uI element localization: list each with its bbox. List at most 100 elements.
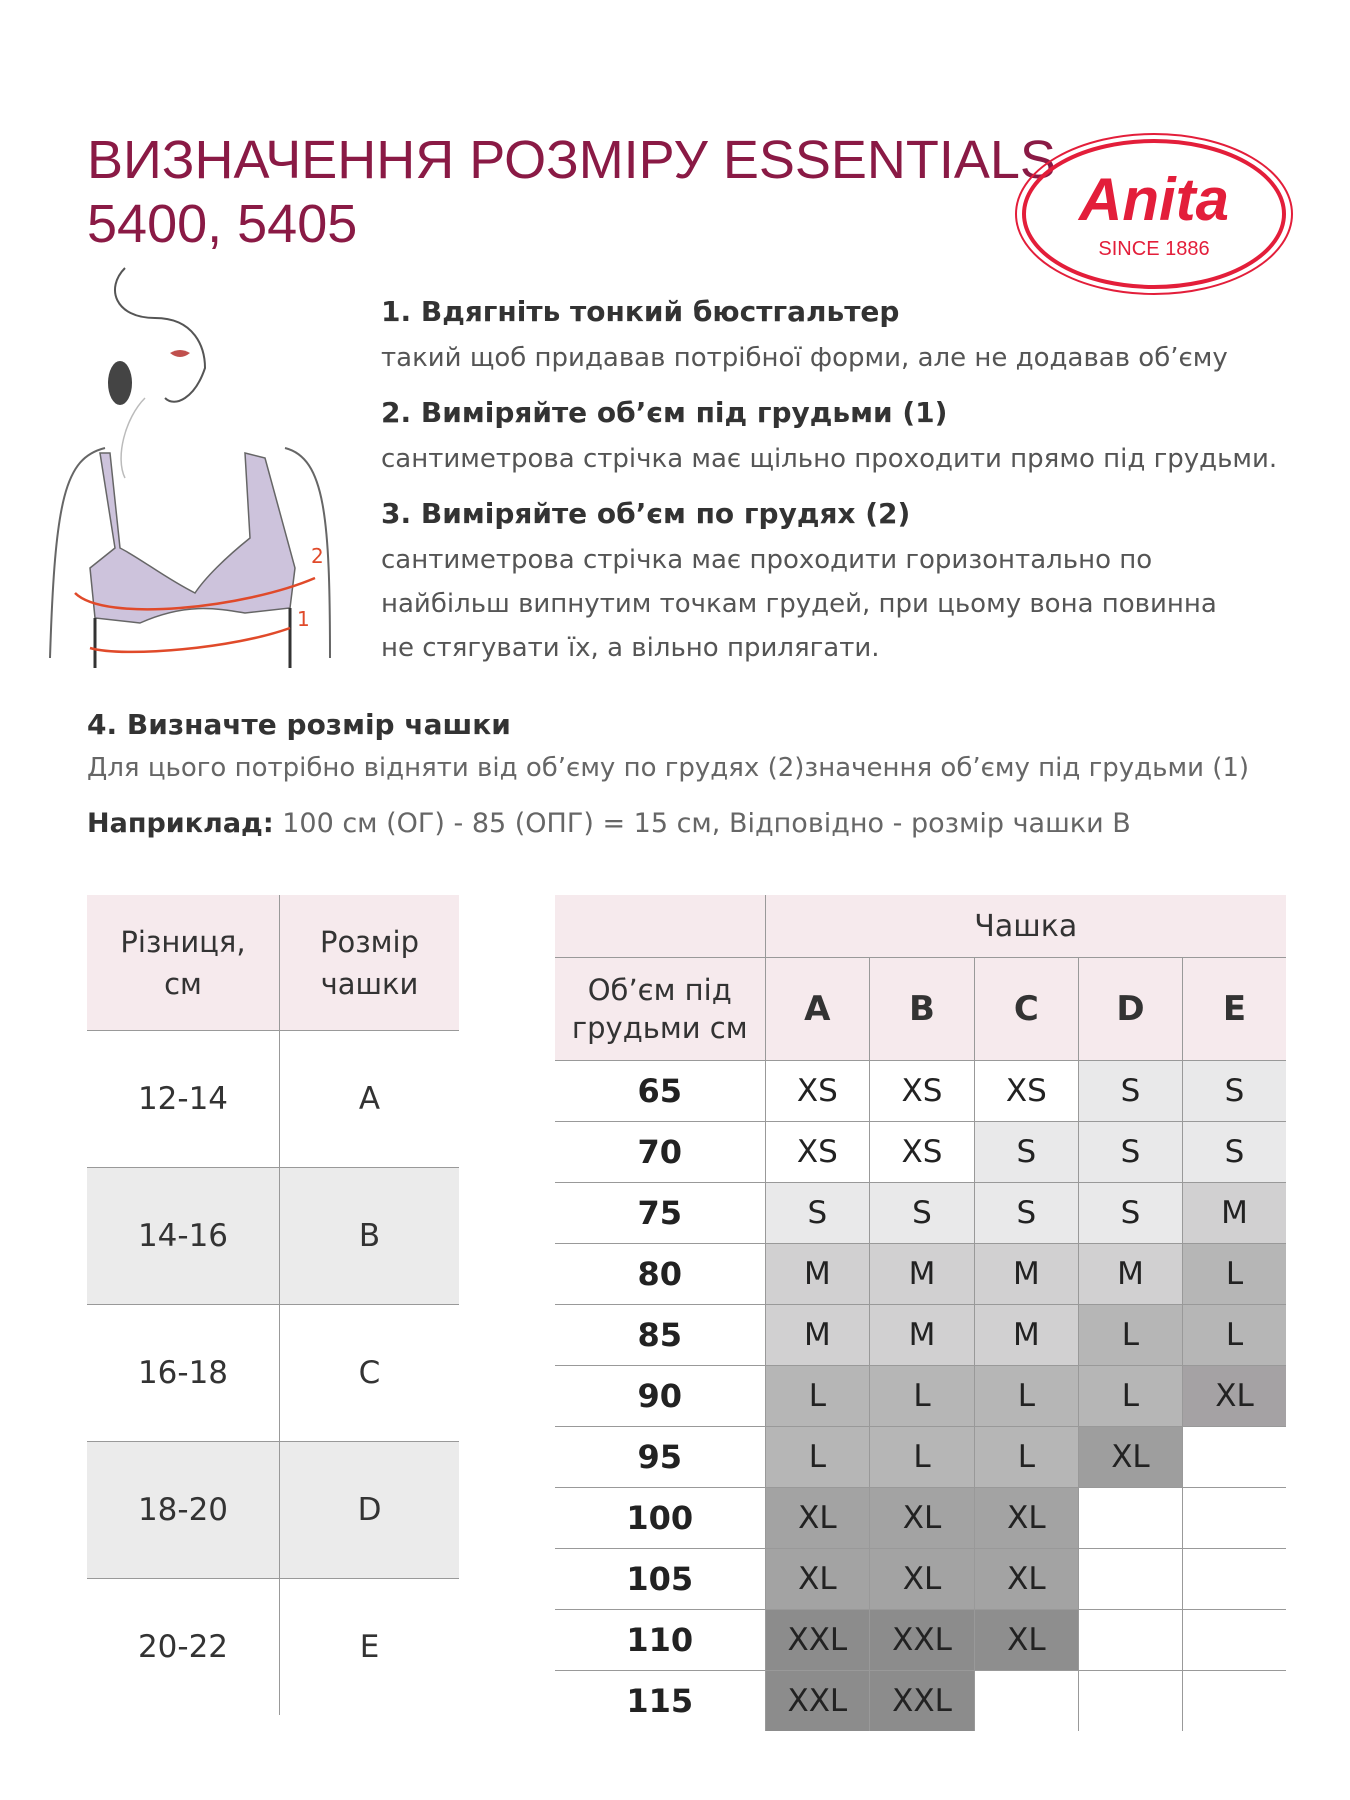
example-text: 100 см (ОГ) - 85 (ОПГ) = 15 см, Відповід…: [273, 808, 1131, 839]
size-cell: M: [1181, 1182, 1286, 1244]
size-cell: L: [764, 1426, 870, 1488]
size-cell: [1181, 1487, 1286, 1549]
cup-header-b: B: [869, 957, 975, 1061]
band-cell: 85: [555, 1304, 765, 1366]
table-row: 80 M M M M L: [555, 1243, 1286, 1305]
table-row: 95 L L L XL: [555, 1426, 1286, 1488]
step-2-body: сантиметрова стрічка має щільно проходит…: [381, 444, 1278, 474]
size-cell: XL: [869, 1548, 975, 1610]
step-3-heading: 3. Виміряйте об’єм по грудях (2): [381, 497, 911, 530]
size-cell: XS: [869, 1121, 975, 1183]
cup-header-e: E: [1181, 957, 1286, 1061]
table-row: 90 L L L L XL: [555, 1365, 1286, 1427]
size-cell: S: [869, 1182, 975, 1244]
label-2: 2: [311, 544, 324, 568]
size-cell: L: [869, 1426, 975, 1488]
size-cell: XL: [973, 1609, 1079, 1671]
size-cell: L: [869, 1365, 975, 1427]
size-cell: S: [1077, 1121, 1183, 1183]
size-cell: S: [973, 1182, 1079, 1244]
example-label: Наприклад:: [87, 808, 274, 839]
size-cell: M: [764, 1304, 870, 1366]
size-cell: M: [869, 1243, 975, 1305]
cup-size-cell: C: [279, 1304, 459, 1442]
header-difference: Різниця, см: [87, 895, 280, 1031]
cup-header-d: D: [1077, 957, 1183, 1061]
cup-size-cell: D: [279, 1441, 459, 1579]
difference-cell: 18-20: [87, 1441, 280, 1579]
size-cell: [1181, 1670, 1286, 1731]
size-cell: S: [1181, 1060, 1286, 1122]
size-cell: XL: [869, 1487, 975, 1549]
size-cell: [1077, 1548, 1183, 1610]
step-3-body: сантиметрова стрічка має проходити гориз…: [381, 538, 1217, 670]
size-cell: XL: [973, 1548, 1079, 1610]
step-3-line: не стягувати їх, а вільно прилягати.: [381, 633, 880, 663]
band-cell: 80: [555, 1243, 765, 1305]
band-cell: 95: [555, 1426, 765, 1488]
difference-cell: 12-14: [87, 1030, 280, 1168]
size-cell: XXL: [764, 1670, 870, 1731]
size-cell: [1077, 1609, 1183, 1671]
cup-header-c: C: [973, 957, 1079, 1061]
size-cell: XXL: [869, 1609, 975, 1671]
size-cell: XS: [764, 1060, 870, 1122]
size-cell: XS: [973, 1060, 1079, 1122]
size-cell: S: [973, 1121, 1079, 1183]
size-cell: [1077, 1670, 1183, 1731]
table-row: 18-20 D: [87, 1441, 459, 1579]
step-2-heading: 2. Виміряйте об’єм під грудьми (1): [381, 396, 948, 429]
size-cell: L: [1181, 1304, 1286, 1366]
size-cell: M: [973, 1243, 1079, 1305]
cup-header-a: A: [764, 957, 870, 1061]
title-line-2: 5400, 5405: [87, 194, 358, 254]
difference-cell: 14-16: [87, 1167, 280, 1305]
header-cup-size: Розмір чашки: [279, 895, 459, 1031]
size-cell: L: [764, 1365, 870, 1427]
difference-cell: 16-18: [87, 1304, 280, 1442]
table-row: 16-18 C: [87, 1304, 459, 1442]
example: Наприклад: 100 см (ОГ) - 85 (ОПГ) = 15 с…: [87, 808, 1131, 839]
size-cell: L: [1181, 1243, 1286, 1305]
table-row: 75 S S S S M: [555, 1182, 1286, 1244]
size-cell: S: [1181, 1121, 1286, 1183]
size-table: Чашка Об’єм під грудьми см A B C D E 65 XS XS XS…: [555, 895, 1286, 1731]
corner-cell: [555, 895, 765, 958]
size-cell: M: [973, 1304, 1079, 1366]
band-cell: 75: [555, 1182, 765, 1244]
table-row: 85 M M M L L: [555, 1304, 1286, 1366]
cup-size-cell: A: [279, 1030, 459, 1168]
size-cell: XXL: [869, 1670, 975, 1731]
band-cell: 115: [555, 1670, 765, 1731]
band-cell: 70: [555, 1121, 765, 1183]
title-line-1: ВИЗНАЧЕННЯ РОЗМІРУ ESSENTIALS: [87, 130, 1056, 190]
band-cell: 105: [555, 1548, 765, 1610]
size-cell: L: [1077, 1304, 1183, 1366]
band-cell: 90: [555, 1365, 765, 1427]
size-cell: L: [973, 1426, 1079, 1488]
size-cell: XL: [973, 1487, 1079, 1549]
band-header: Об’єм під грудьми см: [555, 957, 765, 1061]
table-row: 12-14 A: [87, 1030, 459, 1168]
table-row: 70 XS XS S S S: [555, 1121, 1286, 1183]
table-row: 115 XXL XXL: [555, 1670, 1286, 1731]
size-cell: L: [973, 1365, 1079, 1427]
measurement-illustration: 2 1: [49, 267, 331, 668]
table-row: 20-22 E: [87, 1578, 459, 1715]
table-row: 100 XL XL XL: [555, 1487, 1286, 1549]
step-1-body: такий щоб придавав потрібної форми, але …: [381, 343, 1228, 373]
step-3-line: найбільш випнутим точкам грудей, при цьо…: [381, 589, 1217, 619]
table-row: 65 XS XS XS S S: [555, 1060, 1286, 1122]
cup-difference-table: Різниця, см Розмір чашки 12-14 A 14-16 B 16-…: [87, 895, 459, 1715]
size-cell: S: [1077, 1060, 1183, 1122]
size-cell: XS: [869, 1060, 975, 1122]
step-3-line: сантиметрова стрічка має проходити гориз…: [381, 545, 1153, 575]
difference-cell: 20-22: [87, 1578, 280, 1715]
size-cell: [1181, 1609, 1286, 1671]
band-cell: 100: [555, 1487, 765, 1549]
cup-group-header: Чашка: [764, 895, 1286, 958]
size-cell: S: [1077, 1182, 1183, 1244]
table-row: 105 XL XL XL: [555, 1548, 1286, 1610]
section-4-body: Для цього потрібно відняти від об’єму по…: [87, 753, 1250, 783]
table-row: 14-16 B: [87, 1167, 459, 1305]
